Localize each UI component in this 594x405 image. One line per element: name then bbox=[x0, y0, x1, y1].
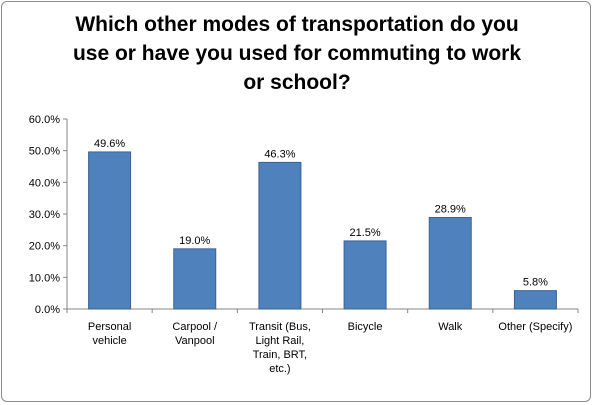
category-label: Train, BRT, bbox=[253, 349, 307, 361]
y-tick-label: 20.0% bbox=[29, 241, 60, 253]
category-label: vehicle bbox=[92, 335, 126, 347]
data-label: 49.6% bbox=[94, 138, 125, 150]
chart-title-line-1: Which other modes of transportation do y… bbox=[75, 13, 519, 36]
bar bbox=[343, 240, 387, 310]
data-label: 5.8% bbox=[523, 277, 548, 289]
data-label: 28.9% bbox=[435, 203, 466, 215]
category-label: Vanpool bbox=[175, 335, 215, 347]
y-tick-label: 50.0% bbox=[29, 146, 60, 158]
category-label: etc.) bbox=[269, 363, 290, 375]
data-label: 21.5% bbox=[349, 227, 380, 239]
bar bbox=[173, 248, 217, 310]
y-tick-label: 10.0% bbox=[29, 272, 60, 284]
y-tick-label: 60.0% bbox=[29, 114, 60, 126]
y-tick-label: 40.0% bbox=[29, 177, 60, 189]
data-label: 46.3% bbox=[264, 148, 295, 160]
bar bbox=[88, 151, 132, 310]
category-label: Carpool / bbox=[172, 321, 218, 333]
bar bbox=[513, 290, 557, 310]
category-label: Bicycle bbox=[348, 321, 383, 333]
chart-title-line-3: or school? bbox=[243, 71, 351, 94]
y-tick-label: 30.0% bbox=[29, 209, 60, 221]
category-label: Light Rail, bbox=[255, 335, 304, 347]
data-label: 19.0% bbox=[179, 235, 210, 247]
category-label: Transit (Bus, bbox=[249, 321, 311, 333]
chart-title: Which other modes of transportation do y… bbox=[30, 10, 564, 97]
bar bbox=[428, 216, 472, 310]
bar bbox=[258, 161, 302, 310]
category-label: Walk bbox=[438, 321, 463, 333]
chart-title-line-2: use or have you used for commuting to wo… bbox=[72, 42, 522, 65]
category-label: Personal bbox=[88, 321, 131, 333]
category-label: Other (Specify) bbox=[498, 321, 572, 333]
y-tick-label: 0.0% bbox=[35, 304, 60, 316]
